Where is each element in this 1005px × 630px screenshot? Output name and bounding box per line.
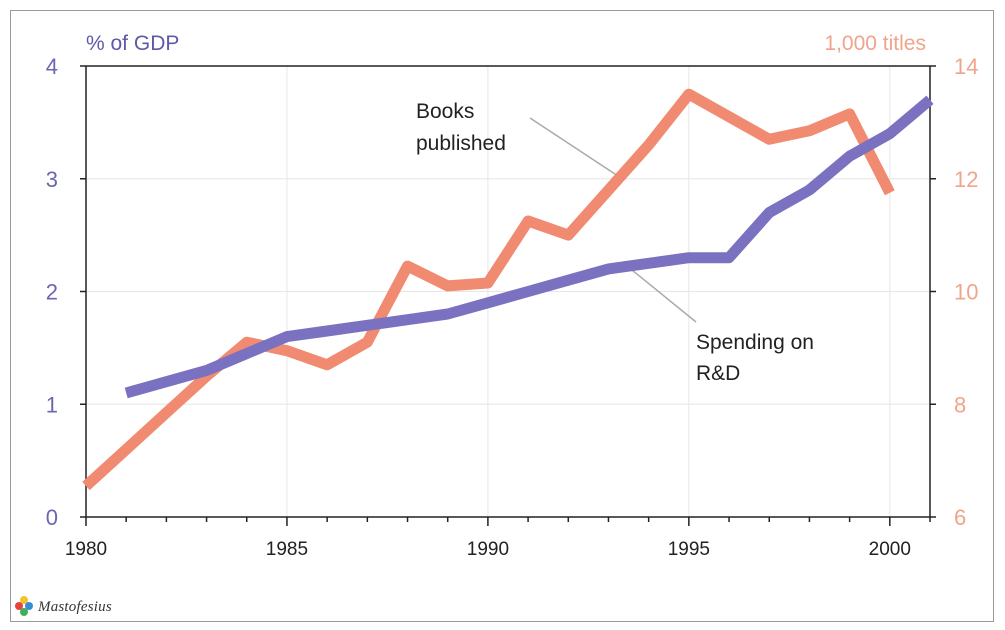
x-tick-label: 1985 xyxy=(266,539,308,560)
rd-leader-line xyxy=(631,269,697,323)
left-tick-label: 4 xyxy=(46,54,58,79)
x-tick-label: 2000 xyxy=(869,539,911,560)
watermark: Mastofesius xyxy=(14,594,112,620)
left-axis-ticks: 0 1 2 3 4 xyxy=(46,54,86,530)
right-tick-label: 12 xyxy=(954,167,978,192)
x-tick-label: 1995 xyxy=(668,539,710,560)
rd-annotation-line-1: Spending on xyxy=(696,331,814,354)
rd-annotation: Spending on R&D xyxy=(696,331,820,385)
x-tick-label: 1990 xyxy=(467,539,509,560)
rd-annotation-line-2: R&D xyxy=(696,362,740,385)
grid-lines xyxy=(86,66,930,517)
left-tick-label: 3 xyxy=(46,167,58,192)
watermark-text: Mastofesius xyxy=(38,598,112,615)
books-annotation-line-2: published xyxy=(416,132,506,155)
series-group xyxy=(82,88,934,491)
annotation-leader-lines xyxy=(529,117,697,323)
colorful-leaf-logo-icon xyxy=(15,596,33,616)
books-annotation: Books published xyxy=(416,100,506,155)
chart-frame xyxy=(10,10,994,622)
right-axis-unit-label: 1,000 titles xyxy=(824,32,926,55)
right-tick-label: 8 xyxy=(954,392,966,417)
left-axis-unit-label: % of GDP xyxy=(86,32,179,55)
right-tick-label: 10 xyxy=(954,280,978,305)
books-leader-line xyxy=(529,117,619,177)
left-tick-label: 0 xyxy=(46,505,58,530)
x-tick-label: 1980 xyxy=(65,539,107,560)
left-tick-label: 1 xyxy=(46,392,58,417)
books-annotation-line-1: Books xyxy=(416,100,474,123)
x-axis-ticks: 1980 1985 1990 1995 2000 xyxy=(65,517,931,560)
left-tick-label: 2 xyxy=(46,280,58,305)
right-axis-ticks: 6 8 10 12 14 xyxy=(930,54,978,530)
right-tick-label: 14 xyxy=(954,54,978,79)
series-line-spending-on-r-d xyxy=(124,95,934,399)
right-tick-label: 6 xyxy=(954,505,966,530)
